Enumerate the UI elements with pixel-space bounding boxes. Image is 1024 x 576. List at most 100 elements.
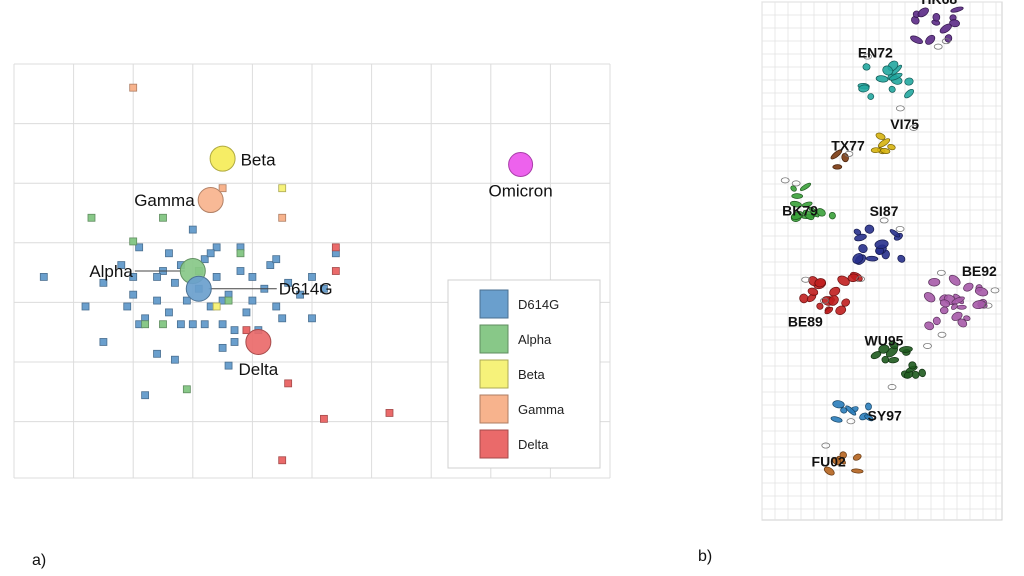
cluster-point-si87 (874, 239, 889, 249)
cluster-point-en72 (904, 88, 914, 99)
data-point-d614g (135, 243, 144, 252)
data-point-d614g (153, 349, 161, 358)
cluster-outline-point (863, 53, 872, 60)
cluster-point-be92 (951, 311, 963, 321)
cluster-point-be89 (816, 302, 824, 310)
cluster-label-be92: BE92 (962, 263, 997, 279)
data-point-d614g (81, 302, 90, 311)
data-point-alpha (159, 320, 167, 329)
chart-b: HK68 EN72 VI75 TX77 BK79 SI87 BE89 BE92 WU95 SY97… (761, 0, 1003, 521)
cluster-point-sy97 (840, 407, 848, 414)
cluster-outline-point (909, 124, 919, 131)
data-point-alpha (159, 213, 167, 222)
cluster-point-si87 (858, 244, 868, 254)
cluster-point-bk79 (790, 185, 797, 192)
cluster-label-be89: BE89 (788, 314, 823, 330)
data-point-delta (320, 414, 328, 423)
cluster-point-be92 (948, 274, 961, 286)
cluster-point-si87 (852, 253, 864, 264)
cluster-point-be89 (847, 273, 859, 283)
cluster-outline-point (895, 225, 905, 232)
data-point-delta (284, 379, 293, 388)
cluster-point-si87 (897, 254, 906, 263)
cluster-point-si87 (864, 224, 875, 234)
cluster-point-hk68 (950, 6, 964, 13)
cluster-point-be92 (923, 292, 936, 303)
data-point-d614g (212, 243, 221, 252)
cluster-point-be92 (951, 303, 958, 310)
cluster-point-fu02 (832, 457, 842, 466)
cluster-outline-point (990, 287, 1000, 294)
cluster-point-en72 (867, 93, 875, 100)
cluster-point-vi75 (877, 138, 891, 148)
data-point-d614g (272, 302, 281, 311)
data-point-d614g (230, 338, 239, 346)
data-point-d614g (123, 302, 132, 311)
centroid-omicron (508, 152, 534, 178)
data-point-d614g (242, 308, 251, 317)
cluster-label-bk79: BK79 (782, 202, 818, 218)
grid-frame (761, 1, 1003, 521)
cluster-point-bk79 (791, 193, 804, 199)
data-point-d614g (188, 225, 197, 234)
data-point-alpha (129, 237, 138, 246)
cluster-point-be92 (974, 287, 989, 297)
cluster-label-fu02: FU02 (812, 453, 846, 469)
cluster-point-vi75 (870, 147, 881, 154)
data-point-d614g (230, 326, 239, 335)
centroid-d614g (185, 275, 212, 302)
centroid-delta (245, 328, 272, 355)
cluster-outline-point (983, 302, 993, 309)
cluster-point-hk68 (911, 16, 920, 25)
cluster-point-sy97 (830, 416, 843, 423)
cluster-outline-point (791, 180, 801, 187)
cluster-outline-point (820, 297, 829, 304)
data-point-d614g (218, 343, 227, 352)
data-point-d614g (308, 273, 316, 281)
data-point-d614g (182, 296, 191, 305)
legend-swatch-gamma (479, 394, 509, 424)
cluster-outline-point (780, 177, 790, 184)
cluster-point-be89 (841, 298, 851, 307)
cluster-outline-point (856, 276, 866, 283)
cluster-point-en72 (875, 75, 889, 83)
cluster-point-fu02 (852, 453, 862, 461)
chart-a-centroids: Beta Gamma Omicron Alpha D614G Delta (89, 145, 553, 379)
cluster-point-wu95 (888, 357, 900, 364)
legend-label-beta: Beta (518, 367, 546, 382)
data-point-alpha (141, 320, 150, 329)
cluster-point-be92 (963, 282, 974, 292)
data-point-d614g (171, 278, 179, 287)
data-point-d614g (308, 314, 316, 323)
cluster-point-wu95 (899, 346, 913, 353)
cluster-outline-point (846, 418, 856, 425)
panel-label-a: a) (32, 552, 47, 569)
cluster-point-en72 (904, 77, 914, 86)
data-point-d614g (296, 290, 304, 299)
centroid-label-beta: Beta (241, 151, 277, 170)
cluster-point-sy97 (864, 414, 874, 422)
cluster-point-fu02 (839, 451, 847, 459)
cluster-label-sy97: SY97 (868, 407, 902, 423)
cluster-point-be92 (924, 321, 935, 331)
chart-a-leader-lines (134, 270, 277, 290)
data-point-d614g (272, 255, 281, 264)
data-point-delta (331, 243, 340, 252)
cluster-point-si87 (865, 255, 879, 262)
data-point-d614g (153, 273, 161, 281)
data-point-d614g (320, 284, 328, 293)
cluster-point-en72 (862, 63, 871, 71)
cluster-point-wu95 (888, 340, 899, 350)
data-point-delta (385, 409, 394, 417)
data-point-d614g (212, 273, 221, 281)
cluster-label-tx77: TX77 (831, 137, 865, 153)
cluster-point-vi75 (875, 132, 886, 140)
cluster-outline-point (937, 331, 947, 338)
data-point-d614g (200, 320, 209, 329)
cluster-outline-point (887, 384, 897, 391)
cluster-point-bk79 (791, 211, 804, 220)
cluster-point-vi75 (880, 148, 891, 154)
chart-b-clusters (780, 6, 1000, 476)
centroid-gamma (197, 187, 224, 214)
data-point-d614g (176, 320, 185, 329)
